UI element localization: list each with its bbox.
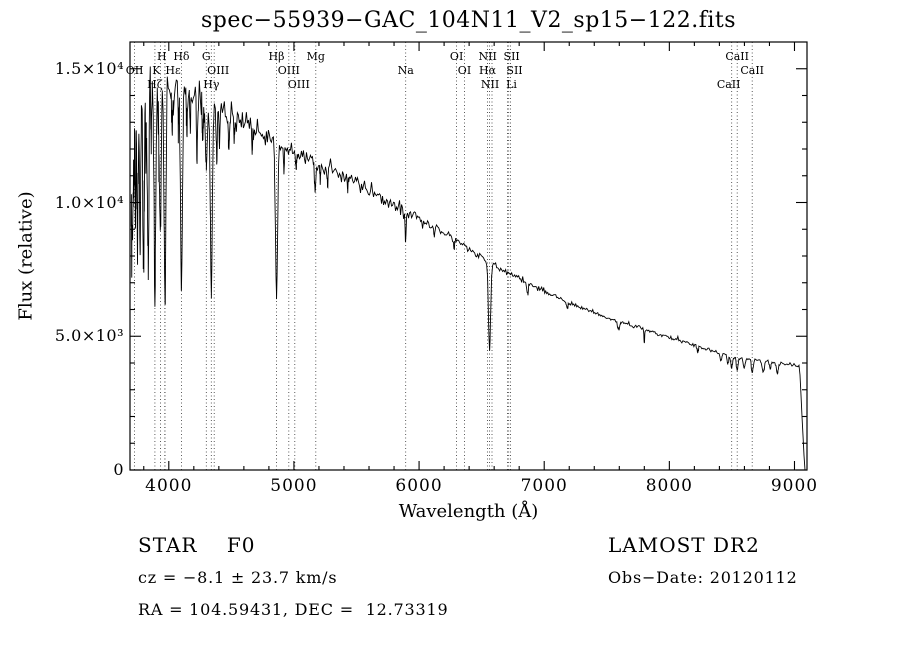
x-axis-title: Wavelength (Å) — [398, 501, 539, 522]
object-class-label: STAR F0 — [138, 533, 256, 557]
spectrum-trace — [130, 66, 806, 471]
ra-dec-label: RA = 104.59431, DEC = 12.73319 — [138, 600, 449, 619]
plot-title: spec−55939−GAC_104N11_V2_sp15−122.fits — [200, 8, 737, 33]
radial-velocity-label: cz = −8.1 ± 23.7 km/s — [138, 568, 338, 587]
y-axis-title: Flux (relative) — [15, 191, 37, 321]
obs-date-label: Obs−Date: 20120112 — [608, 568, 798, 587]
survey-release-label: LAMOST DR2 — [608, 533, 760, 557]
